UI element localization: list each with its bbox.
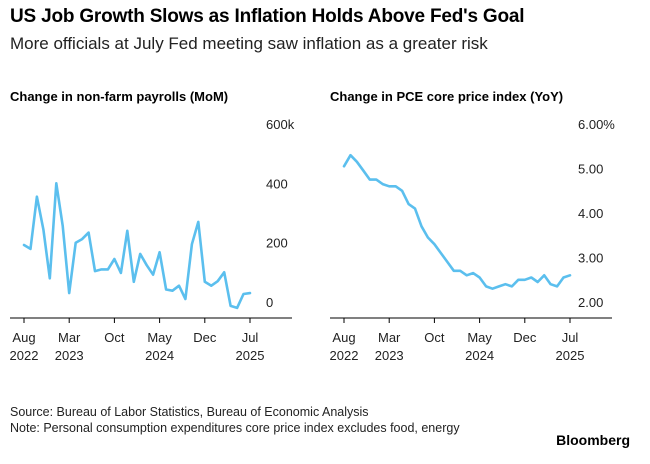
payrolls-x-tick-label: Jul [242,330,259,345]
pce-x-tick-label: May [467,330,492,345]
payrolls-x-tick-year-label: 2024 [145,348,174,363]
payrolls-panel-title: Change in non-farm payrolls (MoM) [10,89,229,104]
pce-y-tick-label: 2.00 [578,295,603,310]
payrolls-x-tick-label: Aug [12,330,35,345]
payrolls-x-tick-year-label: 2022 [10,348,39,363]
payrolls-y-tick-label: 400 [266,176,288,191]
footnote: Note: Personal consumption expenditures … [10,421,460,435]
payrolls-x-tick-label: May [147,330,172,345]
payrolls-x-tick-year-label: 2023 [55,348,84,363]
pce-y-tick-label: 6.00% [578,117,615,132]
payrolls-x-tick-label: Mar [58,330,81,345]
payrolls-x-tick-label: Dec [193,330,217,345]
pce-x-tick-year-label: 2023 [375,348,404,363]
payrolls-y-tick-label: 600k [266,117,295,132]
payrolls-y-tick-label: 0 [266,295,273,310]
source-note: Source: Bureau of Labor Statistics, Bure… [10,405,369,419]
pce-x-tick-year-label: 2025 [556,348,585,363]
pce-x-tick-label: Oct [424,330,445,345]
pce-x-tick-label: Mar [378,330,401,345]
pce-series-line [342,153,572,291]
payrolls-x-tick-label: Oct [104,330,125,345]
payrolls-y-tick-label: 200 [266,236,288,251]
pce-x-tick-label: Aug [332,330,355,345]
bloomberg-logo: Bloomberg [556,432,630,448]
chart-title: US Job Growth Slows as Inflation Holds A… [10,6,525,27]
payrolls-x-tick-year-label: 2025 [236,348,265,363]
pce-y-tick-label: 5.00 [578,162,603,177]
pce-y-tick-label: 3.00 [578,251,603,266]
payrolls-series-line [22,182,252,310]
pce-y-tick-label: 4.00 [578,206,603,221]
pce-x-tick-year-label: 2024 [465,348,494,363]
pce-panel-title: Change in PCE core price index (YoY) [330,89,564,104]
pce-x-tick-label: Jul [562,330,579,345]
pce-x-tick-year-label: 2022 [330,348,359,363]
pce-x-tick-label: Dec [513,330,537,345]
chart-subtitle: More officials at July Fed meeting saw i… [10,34,488,53]
